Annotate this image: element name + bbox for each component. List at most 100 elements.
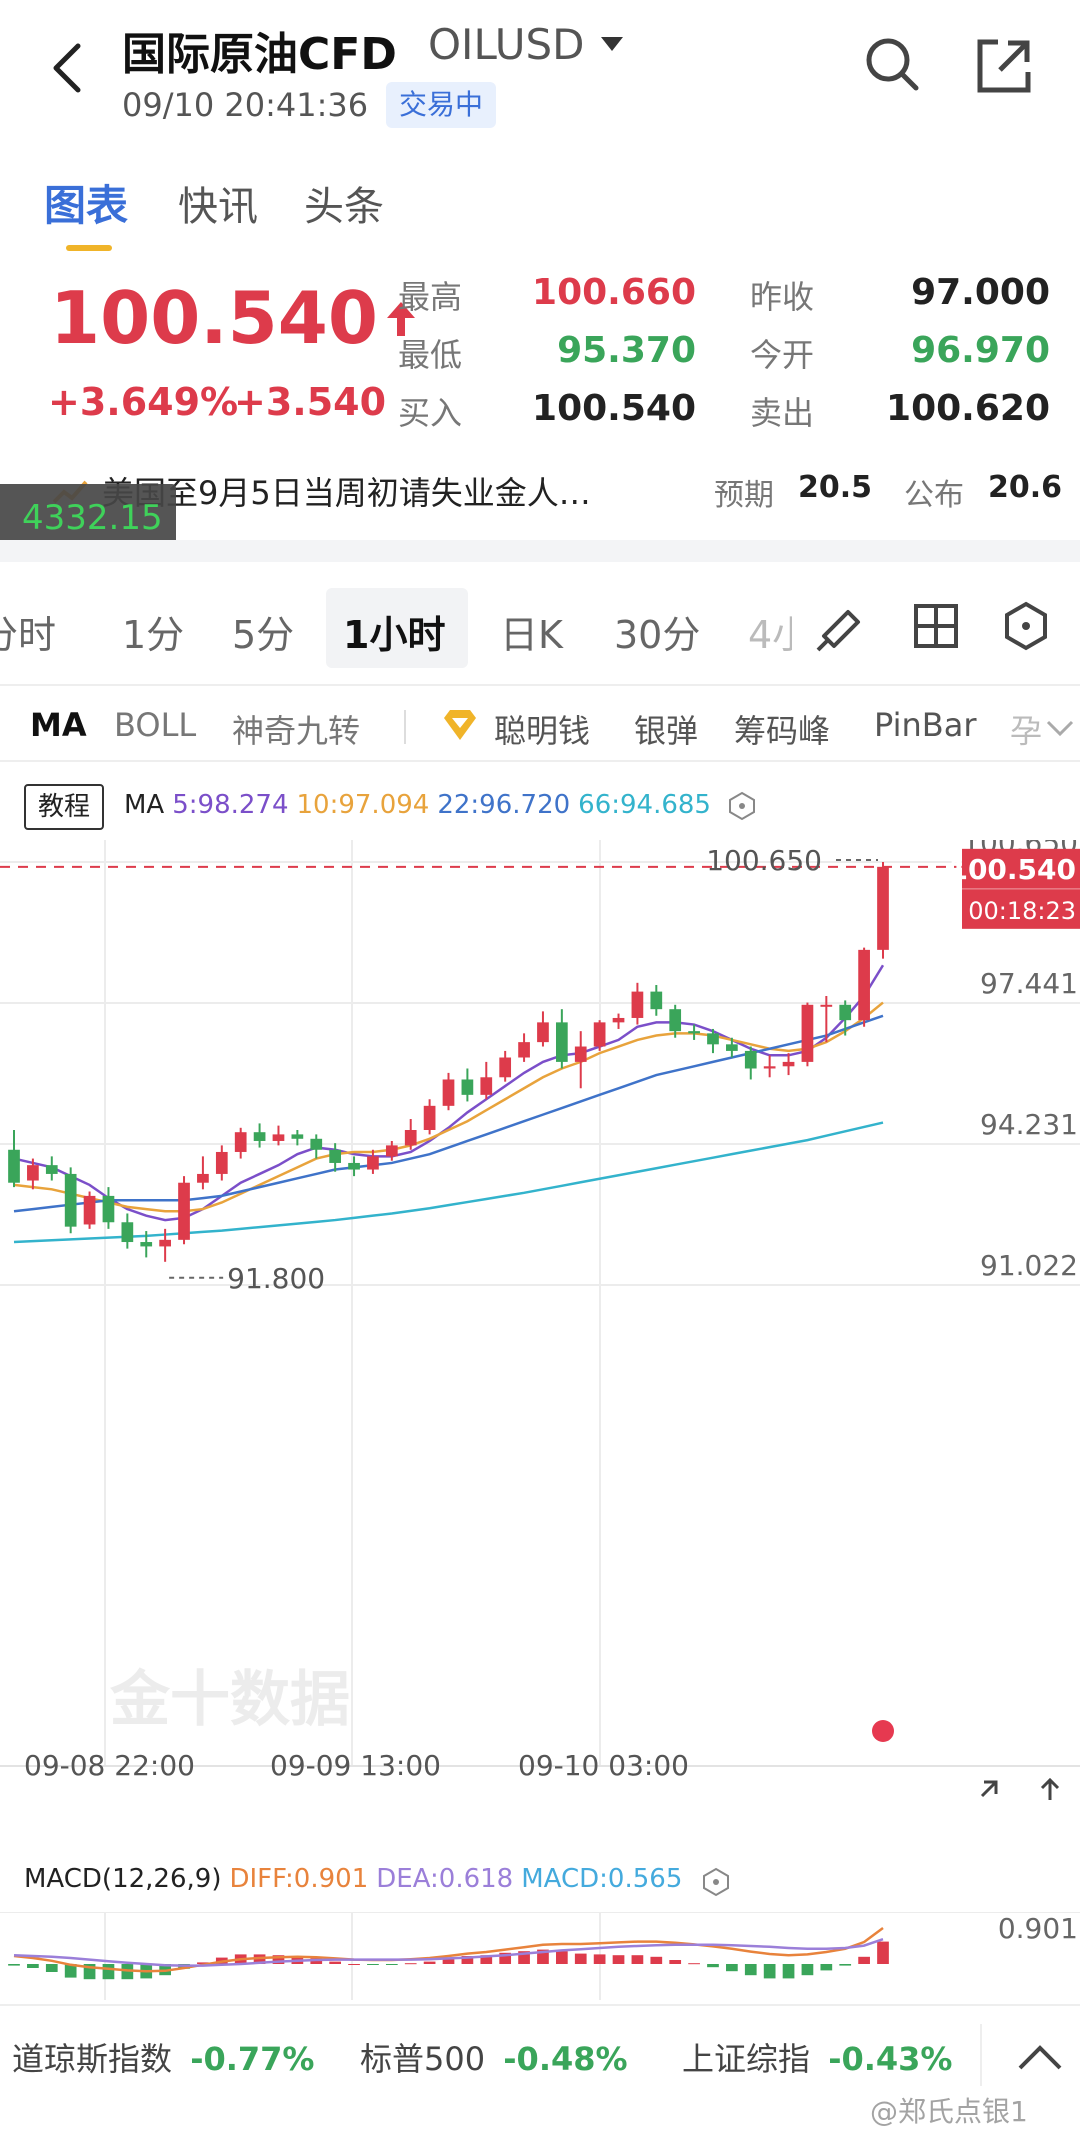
up-arrow-icon: [386, 302, 415, 336]
macd-histogram-bar: [574, 1953, 587, 1964]
tab-headlines[interactable]: 头条: [304, 184, 384, 230]
macd-chart[interactable]: 0.901: [0, 1912, 1080, 2000]
candle-body: [669, 1009, 682, 1032]
candle-body: [64, 1173, 77, 1227]
tab-active-indicator: [66, 245, 112, 251]
candle-body: [537, 1022, 549, 1043]
tab-chart[interactable]: 图表: [44, 172, 128, 251]
candle-body: [631, 991, 644, 1018]
macd-histogram-bar: [518, 1951, 530, 1964]
expand-icon[interactable]: [960, 1780, 998, 1800]
macd-histogram-bar: [726, 1964, 738, 1972]
draw-tool-button[interactable]: [810, 596, 870, 656]
macd-histogram-bar: [329, 1961, 342, 1964]
ma-legend-5: 5:98.274: [172, 790, 289, 820]
period-tab-30min[interactable]: 30分: [614, 613, 701, 657]
macd-histogram-bar: [650, 1956, 663, 1964]
chart-settings-button[interactable]: [996, 596, 1056, 656]
search-button[interactable]: [862, 34, 922, 94]
index-sse[interactable]: 上证综指 -0.43%: [682, 2034, 952, 2080]
quote-datetime: 09/10 20:41:36: [122, 86, 369, 124]
indicator-pinbar[interactable]: PinBar: [874, 706, 977, 744]
tab-flash-news[interactable]: 快讯: [178, 184, 258, 230]
macd-histogram-bar: [801, 1964, 814, 1976]
indicator-ma[interactable]: MA: [30, 706, 87, 744]
chart-watermark: 金十数据: [110, 1665, 350, 1735]
chevron-down-icon[interactable]: [1040, 708, 1080, 748]
news-ticker[interactable]: 美国至9月5日当周初请失业金人… 预期 20.5 公布 20.6: [50, 466, 1062, 518]
candle-body: [801, 1004, 814, 1062]
candle-body: [461, 1079, 474, 1095]
period-tab-4hour[interactable]: 4小: [748, 613, 792, 657]
chevron-up-icon[interactable]: [1012, 2038, 1068, 2078]
period-tab-1min[interactable]: 1分: [122, 613, 185, 657]
indicator-smart-money[interactable]: 聪明钱: [494, 712, 591, 750]
period-tab-5min[interactable]: 5分: [232, 613, 295, 657]
event-marker-dot: [872, 1720, 894, 1742]
candle-body: [820, 1004, 833, 1007]
y-tick-label: 94.231: [980, 1108, 1078, 1141]
layout-button[interactable]: [906, 596, 966, 656]
diamond-icon: [444, 710, 476, 740]
stat-label-ask: 卖出: [750, 394, 815, 432]
stat-value-prev-close: 97.000: [911, 272, 1050, 313]
candle-body: [253, 1132, 266, 1141]
candle-body: [121, 1222, 134, 1243]
change-percent: +3.649%: [48, 380, 239, 424]
news-expected-label: 预期: [714, 478, 774, 513]
y-tick-label: 97.441: [980, 967, 1078, 1000]
candle-body: [612, 1017, 625, 1023]
news-expected-value: 20.5: [798, 470, 873, 505]
stat-label-low: 最低: [398, 336, 463, 374]
indicator-td9[interactable]: 神奇九转: [232, 712, 361, 750]
index-dji[interactable]: 道琼斯指数 -0.77%: [12, 2034, 314, 2080]
candlestick-chart[interactable]: 金十数据 100.650 97.441 94.231 91.022 100.540 00:1…: [0, 840, 1080, 1800]
index-sp500[interactable]: 标普500 -0.48%: [360, 2034, 628, 2080]
tutorial-button[interactable]: 教程: [24, 784, 104, 830]
symbol-selector[interactable]: OILUSD: [428, 20, 629, 69]
macd-histogram-bar: [555, 1951, 568, 1964]
period-tab-1hour[interactable]: 1小时: [326, 588, 468, 668]
candle-body: [555, 1022, 568, 1062]
macd-legend-prefix: MACD(12,26,9): [24, 1864, 222, 1894]
ma-legend: MA 5:98.274 10:97.094 22:96.720 66:94.68…: [124, 790, 711, 820]
indicator-inside-bar[interactable]: 孕: [1010, 712, 1043, 750]
overlay-badge-value: 4332.15: [22, 498, 163, 538]
macd-histogram-bar: [669, 1960, 682, 1964]
candle-body: [159, 1239, 171, 1247]
candle-body: [858, 949, 870, 1021]
indicator-silver-bullet[interactable]: 银弹: [634, 712, 699, 750]
ma-legend-10: 10:97.094: [296, 790, 430, 820]
indicator-chip-peak[interactable]: 筹码峰: [734, 712, 831, 750]
macd-dea-line: [13, 1938, 884, 1967]
macd-histogram-bar: [744, 1964, 757, 1976]
stat-value-ask: 100.620: [886, 388, 1050, 429]
candle-body: [688, 1031, 700, 1034]
indicator-boll[interactable]: BOLL: [114, 706, 197, 744]
stat-label-bid: 买入: [398, 394, 463, 432]
candle-body: [707, 1033, 719, 1045]
candle-body: [574, 1046, 587, 1062]
macd-histogram-bar: [83, 1964, 96, 1980]
price-tag-countdown: 00:18:23: [968, 897, 1076, 925]
macd-settings-icon[interactable]: [700, 1866, 732, 1898]
candle-body: [140, 1242, 153, 1247]
candle-body: [650, 991, 663, 1010]
index-sp500-value: -0.48%: [503, 2040, 628, 2078]
news-actual-label: 公布: [904, 478, 964, 513]
period-tab-timeshare[interactable]: 分时: [0, 613, 57, 657]
candle-body: [215, 1151, 228, 1174]
macd-histogram-bar: [763, 1964, 776, 1979]
index-dji-value: -0.77%: [190, 2040, 315, 2078]
ma-line-ma10: [13, 1001, 884, 1213]
ma-settings-icon[interactable]: [726, 790, 758, 822]
indicator-bar: MA BOLL 神奇九转 聪明钱 银弹 筹码峰 PinBar 孕: [0, 696, 1080, 762]
share-button[interactable]: [974, 36, 1034, 96]
candle-body: [782, 1061, 795, 1067]
vertical-resize-icon[interactable]: [1040, 1777, 1060, 1800]
period-tab-daily[interactable]: 日K: [500, 613, 563, 657]
macd-legend-dea: DEA:0.618: [376, 1864, 514, 1894]
vertical-resize-up: [1040, 1777, 1060, 1790]
back-button[interactable]: [44, 36, 92, 100]
macd-histogram-bar: [404, 1963, 417, 1965]
